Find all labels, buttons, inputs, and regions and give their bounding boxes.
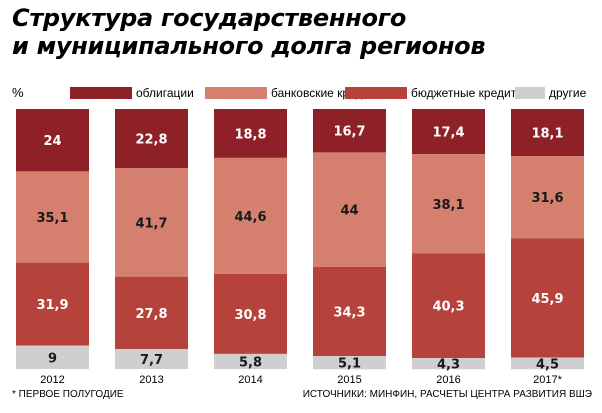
unit-label: % bbox=[12, 85, 24, 100]
value-label: 31,9 bbox=[36, 298, 68, 313]
legend-label: бюджетные кредиты bbox=[411, 86, 525, 100]
value-label: 5,1 bbox=[338, 357, 361, 372]
x-tick-label: 2016 bbox=[436, 374, 460, 386]
bar-segment bbox=[511, 109, 584, 157]
value-label: 30,8 bbox=[234, 308, 266, 323]
bar-segment bbox=[16, 109, 89, 172]
bar-segment bbox=[16, 262, 89, 346]
bar-segment bbox=[115, 168, 188, 277]
legend-label: другие bbox=[549, 86, 587, 100]
value-label: 44 bbox=[340, 204, 358, 219]
x-tick-label: 2015 bbox=[337, 374, 361, 386]
bar-segment bbox=[511, 357, 584, 370]
value-label: 45,9 bbox=[531, 292, 563, 307]
value-label: 34,3 bbox=[333, 305, 365, 320]
value-label: 4,3 bbox=[437, 358, 460, 373]
bar-segment bbox=[313, 109, 386, 153]
title-line-1: Структура государственного bbox=[12, 4, 407, 32]
source-note: ИСТОЧНИКИ: МИНФИН, РАСЧЕТЫ ЦЕНТРА РАЗВИТ… bbox=[302, 389, 592, 400]
chart-title: Структура государственного и муниципальн… bbox=[12, 4, 486, 60]
value-label: 9 bbox=[48, 351, 57, 366]
bar-segment bbox=[412, 253, 485, 359]
x-tick-label: 2013 bbox=[139, 374, 163, 386]
bar-segment bbox=[214, 109, 287, 158]
legend-swatch bbox=[515, 87, 545, 99]
value-label: 16,7 bbox=[333, 125, 365, 140]
bar-segment bbox=[115, 276, 188, 349]
legend-swatch bbox=[205, 87, 267, 99]
bar-segment bbox=[115, 348, 188, 369]
x-tick-label: 2014 bbox=[238, 374, 262, 386]
bar-segment bbox=[214, 353, 287, 369]
value-label: 17,4 bbox=[432, 126, 464, 141]
value-label: 7,7 bbox=[140, 353, 163, 368]
bar-segment bbox=[313, 266, 386, 356]
value-label: 18,1 bbox=[531, 127, 563, 142]
bar-segment bbox=[412, 109, 485, 155]
value-label: 22,8 bbox=[135, 133, 167, 148]
value-label: 40,3 bbox=[432, 300, 464, 315]
x-tick-label: 2012 bbox=[40, 374, 64, 386]
value-label: 44,6 bbox=[234, 210, 266, 225]
bar-segment bbox=[412, 358, 485, 370]
bar-segment bbox=[511, 238, 584, 358]
bar-segment bbox=[214, 273, 287, 354]
bar-segment bbox=[16, 345, 89, 369]
value-label: 5,8 bbox=[239, 355, 262, 370]
legend-swatch bbox=[70, 87, 132, 99]
title-line-2: и муниципального долга регионов bbox=[12, 32, 486, 60]
legend-swatch bbox=[345, 87, 407, 99]
value-label: 38,1 bbox=[432, 198, 464, 213]
value-label: 31,6 bbox=[531, 191, 563, 206]
value-label: 27,8 bbox=[135, 307, 167, 322]
value-label: 35,1 bbox=[36, 211, 68, 226]
bar-segment bbox=[214, 157, 287, 274]
bar-segment bbox=[115, 109, 188, 169]
bar-segment bbox=[16, 171, 89, 263]
bar-segment bbox=[313, 152, 386, 267]
value-label: 41,7 bbox=[135, 216, 167, 231]
bar-segment bbox=[511, 156, 584, 239]
footnote: * ПЕРВОЕ ПОЛУГОДИЕ bbox=[12, 389, 124, 400]
bar-segment bbox=[313, 356, 386, 370]
bar-segment bbox=[412, 154, 485, 254]
legend-label: облигации bbox=[136, 86, 194, 100]
value-label: 24 bbox=[43, 134, 61, 149]
x-tick-label: 2017* bbox=[533, 374, 562, 386]
value-label: 4,5 bbox=[536, 357, 559, 372]
value-label: 18,8 bbox=[234, 127, 266, 142]
